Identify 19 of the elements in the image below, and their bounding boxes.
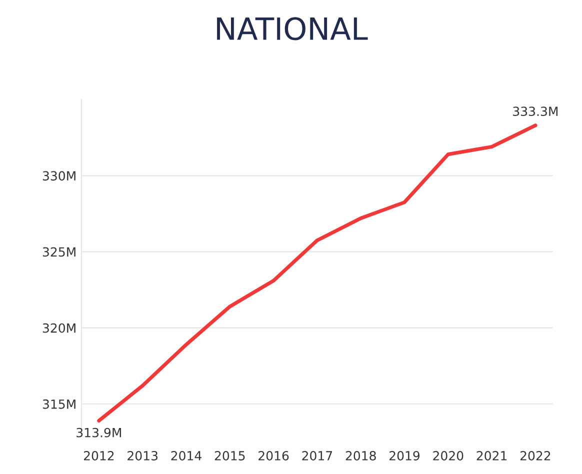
chart-title: NATIONAL bbox=[217, 17, 368, 40]
x-tick-label: 2021 bbox=[476, 451, 507, 460]
data-label: 333.3M bbox=[513, 106, 558, 116]
x-tick-label: 2017 bbox=[302, 451, 332, 460]
x-tick-label: 2020 bbox=[433, 451, 464, 460]
y-tick-label: 315M bbox=[42, 399, 76, 409]
x-tick-label: 2013 bbox=[128, 451, 158, 460]
x-tick-label: 2012 bbox=[84, 451, 114, 460]
y-tick-label: 330M bbox=[42, 171, 76, 181]
x-tick-label: 2018 bbox=[346, 451, 376, 460]
data-label: 313.9M bbox=[76, 428, 122, 438]
x-tick-label: 2015 bbox=[214, 451, 245, 460]
x-tick-label: 2016 bbox=[258, 451, 289, 460]
x-tick-label: 2014 bbox=[171, 451, 202, 460]
y-tick-label: 325M bbox=[42, 247, 76, 257]
x-tick-label: 2022 bbox=[520, 451, 550, 460]
y-tick-label: 320M bbox=[42, 323, 76, 333]
x-tick-label: 2019 bbox=[390, 451, 420, 460]
line-series bbox=[97, 124, 538, 422]
